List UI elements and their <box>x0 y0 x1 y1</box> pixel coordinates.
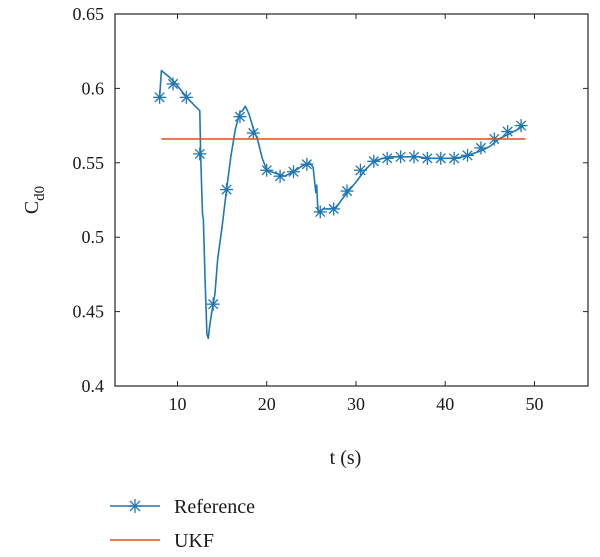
data-point-reference <box>300 157 314 171</box>
data-point-reference <box>206 297 220 311</box>
data-point-reference <box>394 150 408 164</box>
data-point-reference <box>474 141 488 155</box>
x-tick-label: 10 <box>168 394 186 414</box>
data-point-reference <box>380 151 394 165</box>
plot-area <box>153 69 528 340</box>
legend: Reference UKF <box>110 496 255 552</box>
data-point-reference <box>193 147 207 161</box>
data-point-reference <box>313 205 327 219</box>
data-point-reference <box>246 126 260 140</box>
data-point-reference <box>153 90 167 104</box>
data-point-reference <box>260 163 274 177</box>
data-point-reference <box>501 125 515 139</box>
axes-box <box>114 13 589 387</box>
y-axis-label: Cd0 <box>21 186 48 214</box>
data-point-reference <box>286 165 300 179</box>
data-point-reference <box>327 202 341 216</box>
axes <box>114 13 589 387</box>
axis-labels: 10 20 30 40 50 0.4 0.45 0.5 0.55 0.6 0.65 t (s) Cd0 <box>21 4 543 469</box>
data-point-reference <box>340 184 354 198</box>
y-axis-label-subscript: d0 <box>32 186 48 201</box>
legend-label-reference: Reference <box>174 496 255 518</box>
y-tick-label: 0.6 <box>82 78 105 98</box>
x-tick-label: 40 <box>436 394 454 414</box>
data-point-reference <box>166 77 180 91</box>
data-point-reference <box>179 90 193 104</box>
data-point-reference <box>514 119 528 133</box>
y-tick-label: 0.4 <box>82 376 105 396</box>
data-point-reference <box>273 169 287 183</box>
data-point-reference <box>407 150 421 164</box>
y-tick-label: 0.55 <box>73 153 105 173</box>
data-point-reference <box>434 151 448 165</box>
x-tick-label: 20 <box>258 394 276 414</box>
x-tick-label: 30 <box>347 394 365 414</box>
y-tick-label: 0.65 <box>73 4 105 24</box>
data-point-reference <box>233 110 247 124</box>
data-point-reference <box>367 154 381 168</box>
series-line-reference <box>158 69 525 340</box>
y-tick-label: 0.45 <box>73 302 105 322</box>
x-tick-label: 50 <box>525 394 543 414</box>
y-axis-label-main: C <box>21 201 43 214</box>
series-group <box>153 69 528 340</box>
x-axis-label: t (s) <box>330 447 362 469</box>
legend-label-ukf: UKF <box>174 530 214 552</box>
data-point-reference <box>420 151 434 165</box>
data-point-reference <box>447 151 461 165</box>
y-tick-label: 0.5 <box>82 227 105 247</box>
data-point-reference <box>220 183 234 197</box>
data-point-reference <box>353 163 367 177</box>
data-point-reference <box>461 148 475 162</box>
legend-marker-reference <box>128 499 142 513</box>
